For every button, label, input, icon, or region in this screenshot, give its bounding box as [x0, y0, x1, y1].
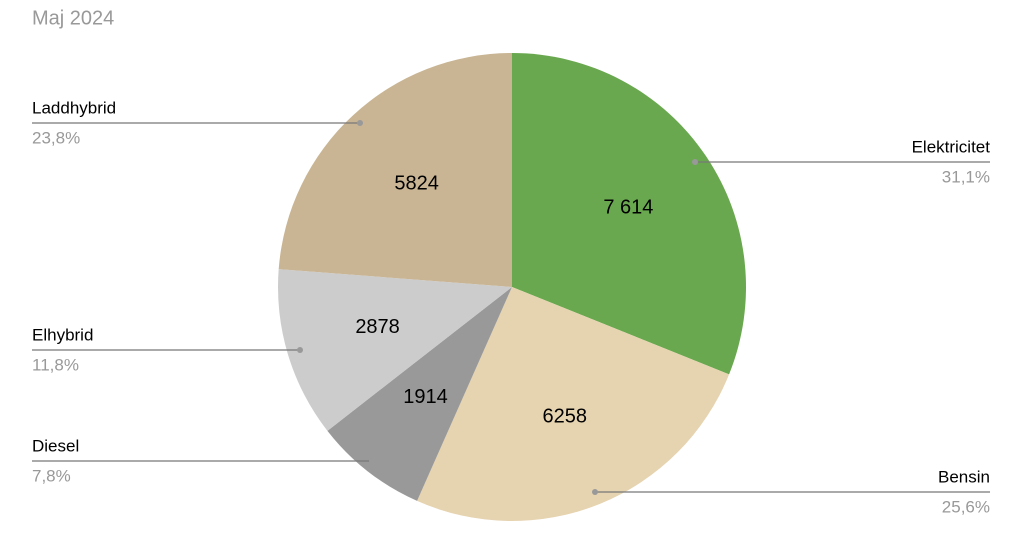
legend-label: Bensin [938, 467, 990, 486]
leader-dot [357, 120, 363, 126]
legend-label: Elektricitet [912, 137, 991, 156]
percent-label: 23,8% [32, 128, 80, 147]
pie-slice [327, 287, 512, 501]
pie-slice [278, 269, 512, 431]
percent-label: 11,8% [32, 355, 79, 374]
pie-slice [417, 287, 730, 521]
percent-label: 31,1% [942, 167, 990, 186]
data-label: 5824 [394, 172, 439, 194]
data-label: 2878 [355, 316, 400, 338]
legend-label: Elhybrid [32, 325, 93, 344]
percent-label: 7,8% [32, 466, 71, 485]
legend-label: Diesel [32, 436, 79, 455]
leader-dot [692, 159, 698, 165]
pie-slice [278, 53, 512, 287]
percent-label: 25,6% [942, 497, 990, 516]
leader-dot [369, 458, 375, 464]
chart-title: Maj 2024 [32, 7, 114, 29]
legend-label: Laddhybrid [32, 98, 116, 117]
pie-slice [512, 53, 746, 375]
data-label: 1914 [403, 386, 448, 408]
data-label: 6258 [542, 405, 587, 427]
data-label: 7 614 [603, 197, 653, 219]
leader-dot [297, 347, 303, 353]
leader-dot [592, 489, 598, 495]
